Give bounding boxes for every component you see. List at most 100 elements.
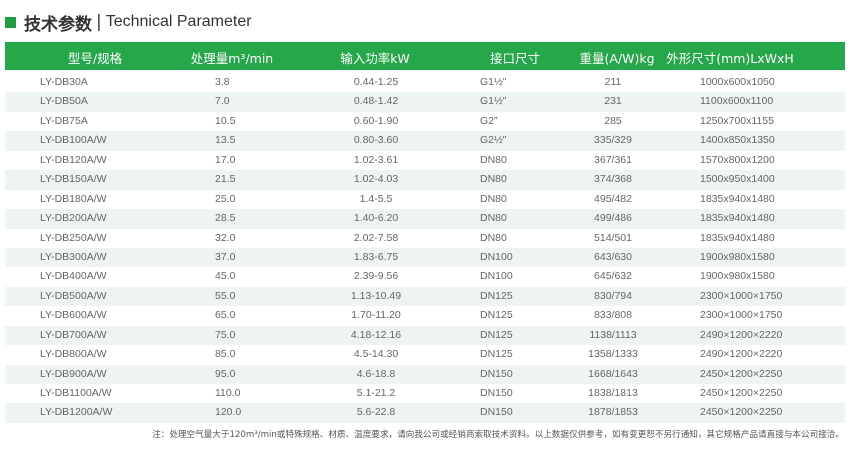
table-row: LY-DB400A/W 45.0 2.39-9.56 DN100 645/632 1900… [5, 267, 845, 286]
cell-power: 5.6-22.8 [356, 406, 396, 419]
cell-power: 0.60-1.90 [353, 114, 399, 127]
cell-model: LY-DB120A/W [40, 153, 107, 166]
cell-dimensions: 2450×1200×2250 [700, 387, 783, 399]
cell-power: 1.83-6.75 [353, 250, 399, 263]
cell-model: LY-DB1200A/W [40, 406, 113, 419]
cell-flow: 7.0 [215, 95, 230, 108]
cell-interface: G1½" [480, 95, 507, 108]
cell-interface: DN125 [480, 309, 513, 322]
cell-dimensions: 2450×1200×2250 [700, 406, 783, 419]
cell-weight: 499/486 [594, 212, 632, 225]
cell-flow: 37.0 [215, 250, 236, 263]
cell-dimensions: 1900x980x1580 [700, 250, 775, 263]
cell-dimensions: 1100x600x1100 [700, 95, 774, 108]
cell-power: 1.70-11.20 [351, 309, 401, 322]
cell-interface: DN80 [480, 173, 507, 186]
table-body: LY-DB30A 3.8 0.44-1.25 G1½" 211 1000x600x1050… [5, 73, 845, 423]
cell-model: LY-DB500A/W [40, 289, 107, 302]
table-row: LY-DB100A/W 13.5 0.80-3.60 G2½" 335/329 1400x… [5, 131, 845, 151]
cell-weight: 1838/1813 [588, 387, 638, 399]
cell-model: LY-DB50A [40, 95, 88, 108]
cell-dimensions: 1835x940x1480 [700, 212, 775, 225]
cell-dimensions: 1500x950x1400 [700, 173, 775, 186]
cell-weight: 231 [604, 95, 622, 108]
cell-weight: 643/630 [594, 250, 632, 263]
cell-flow: 21.5 [215, 173, 236, 186]
table-row: LY-DB50A 7.0 0.48-1.42 G1½" 231 1100x600x1100 [5, 92, 845, 112]
cell-dimensions: 2300×1000×1750 [700, 289, 783, 302]
table-row: LY-DB120A/W 17.0 1.02-3.61 DN80 367/361 1570x… [5, 151, 845, 170]
cell-weight: 833/808 [594, 309, 632, 322]
cell-power: 4.18-12.16 [350, 328, 402, 341]
cell-model: LY-DB200A/W [40, 212, 107, 225]
table-row: LY-DB75A 10.5 0.60-1.90 G2" 285 1250x700x1155 [5, 112, 845, 131]
table-row: LY-DB180A/W 25.0 1.4-5.5 DN80 495/482 1835x94… [5, 190, 845, 209]
header-flow: 处理量m³/min [190, 51, 274, 66]
cell-dimensions: 2450×1200×2250 [700, 367, 783, 380]
cell-dimensions: 1900x980x1580 [700, 270, 775, 283]
cell-interface: G1½" [480, 76, 507, 88]
cell-interface: DN125 [480, 348, 513, 361]
cell-interface: DN100 [480, 250, 513, 263]
cell-power: 1.40-6.20 [353, 212, 399, 225]
cell-model: LY-DB700A/W [40, 328, 107, 341]
cell-weight: 1358/1333 [588, 348, 638, 361]
cell-flow: 85.0 [215, 348, 236, 361]
cell-interface: DN150 [480, 406, 513, 419]
cell-interface: DN100 [480, 270, 513, 283]
cell-model: LY-DB1100A/W [40, 387, 112, 399]
cell-power: 0.44-1.25 [353, 76, 399, 88]
header-interface: 接口尺寸 [489, 51, 541, 66]
cell-weight: 830/794 [594, 289, 632, 302]
table-row: LY-DB250A/W 32.0 2.02-7.58 DN80 514/501 1835x… [5, 229, 845, 248]
header-dimensions: 外形尺寸(mm)LxWxH [666, 51, 794, 66]
cell-power: 4.5-14.30 [353, 348, 399, 361]
table-row: LY-DB1100A/W 110.0 5.1-21.2 DN150 1838/1813 2… [5, 384, 845, 403]
cell-model: LY-DB30A [40, 76, 88, 88]
table-row: LY-DB800A/W 85.0 4.5-14.30 DN125 1358/1333 24… [5, 345, 845, 364]
green-square-icon [5, 16, 16, 28]
cell-model: LY-DB250A/W [40, 231, 107, 244]
cell-interface: DN80 [480, 212, 507, 225]
cell-flow: 75.0 [215, 328, 236, 341]
cell-flow: 3.8 [215, 76, 230, 88]
cell-power: 1.02-4.03 [353, 173, 399, 186]
cell-model: LY-DB150A/W [40, 173, 107, 186]
cell-interface: DN80 [480, 231, 507, 244]
cell-power: 0.80-3.60 [353, 134, 399, 147]
table-row: LY-DB900A/W 95.0 4.6-18.8 DN150 1668/1643 245… [5, 364, 845, 384]
title-chinese: 技术参数 [24, 14, 92, 35]
cell-model: LY-DB400A/W [40, 270, 107, 283]
footnote: 注：处理空气量大于120m³/min或特殊规格、材质、温度要求，请向我公司或经销… [152, 430, 844, 440]
cell-dimensions: 1570x800x1200 [700, 153, 775, 166]
cell-model: LY-DB75A [40, 114, 88, 127]
cell-dimensions: 1000x600x1050 [700, 76, 775, 88]
title-english: Technical Parameter [105, 13, 252, 30]
cell-power: 2.39-9.56 [353, 270, 399, 283]
cell-power: 1.13-10.49 [350, 289, 402, 302]
cell-power: 2.02-7.58 [353, 231, 399, 244]
table-row: LY-DB30A 3.8 0.44-1.25 G1½" 211 1000x600x1050 [5, 73, 845, 92]
cell-flow: 65.0 [215, 309, 236, 322]
table-row: LY-DB200A/W 28.5 1.40-6.20 DN80 499/486 1835x… [5, 209, 845, 229]
table-row: LY-DB700A/W 75.0 4.18-12.16 DN125 1138/1113 2… [5, 325, 845, 346]
cell-weight: 645/632 [594, 270, 632, 283]
cell-flow: 55.0 [215, 289, 236, 302]
cell-model: LY-DB800A/W [40, 348, 107, 361]
cell-dimensions: 1835x940x1480 [700, 192, 775, 205]
table-header: 型号/规格 处理量m³/min 输入功率kW 接口尺寸 重量(A/W)kg 外形… [5, 42, 845, 70]
header-model: 型号/规格 [67, 51, 123, 66]
cell-flow: 32.0 [215, 231, 236, 244]
cell-weight: 495/482 [594, 192, 632, 205]
cell-weight: 335/329 [594, 134, 632, 147]
parameter-table: 型号/规格 处理量m³/min 输入功率kW 接口尺寸 重量(A/W)kg 外形… [5, 42, 845, 423]
cell-flow: 28.5 [215, 212, 236, 225]
cell-interface: DN80 [480, 153, 507, 166]
cell-weight: 367/361 [594, 153, 632, 166]
cell-flow: 120.0 [215, 406, 242, 419]
cell-interface: G2" [480, 114, 498, 127]
cell-weight: 1878/1853 [588, 406, 638, 419]
cell-dimensions: 2490×1200×2220 [700, 348, 783, 361]
cell-model: LY-DB600A/W [40, 309, 107, 322]
cell-flow: 10.5 [215, 114, 236, 127]
